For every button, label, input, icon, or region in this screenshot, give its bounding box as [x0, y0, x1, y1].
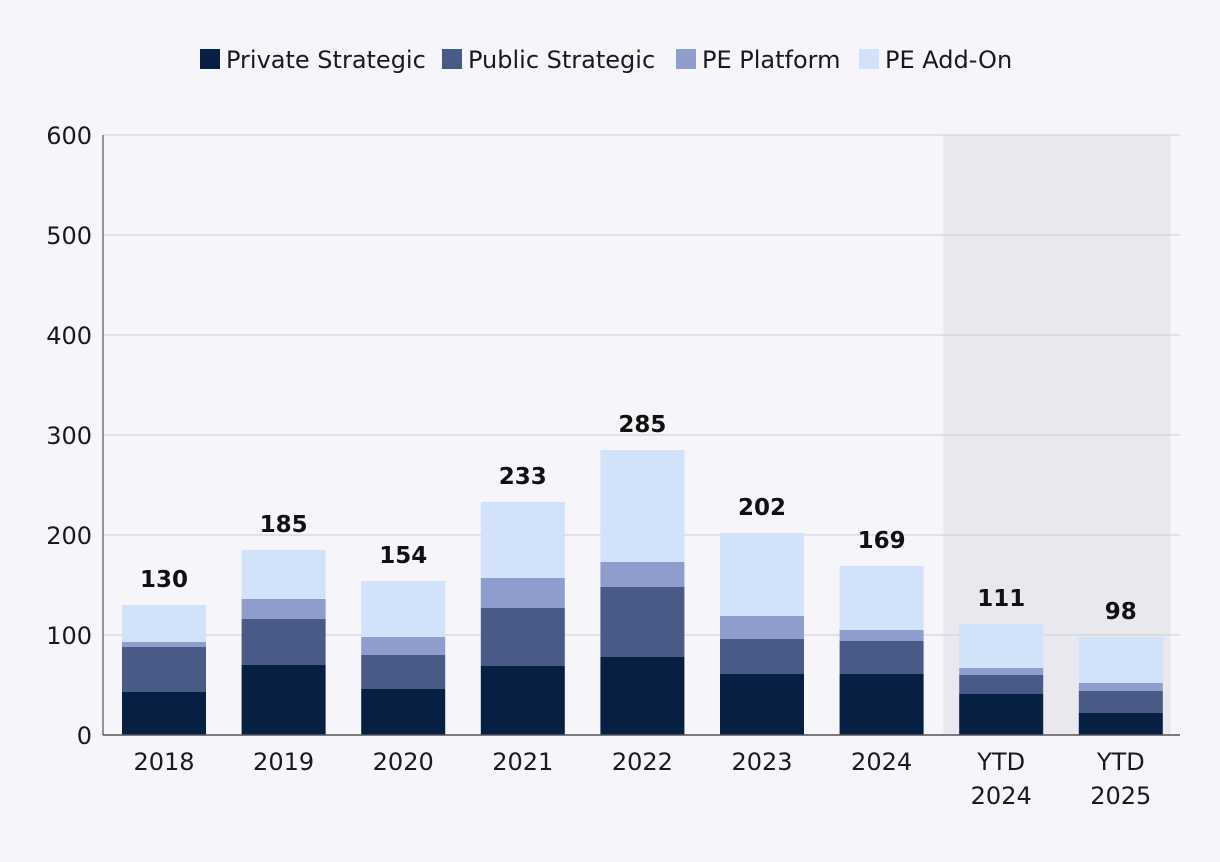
total-label-2021: 233	[499, 464, 547, 490]
bar-stack-ytd-2025	[1078, 637, 1163, 735]
y-tick-label-100: 100	[46, 622, 92, 650]
y-tick-label-600: 600	[46, 122, 92, 150]
bar-private-strategic-2020	[361, 689, 446, 735]
legend-swatch-private-strategic	[200, 49, 220, 69]
bar-public-strategic-2023	[720, 639, 804, 674]
x-tick-label-2019: 2019	[253, 748, 314, 776]
bar-pe-platform-ytd-2025	[1078, 683, 1163, 691]
legend-item-private-strategic: Private Strategic	[200, 46, 426, 74]
total-label-ytd-2025: 98	[1105, 599, 1137, 625]
bar-private-strategic-2019	[241, 665, 326, 735]
legend-label-public-strategic: Public Strategic	[468, 46, 655, 74]
y-axis: 0 100 200 300 400 500 600	[46, 122, 104, 750]
bars	[122, 450, 1163, 735]
bar-stack-2023	[720, 533, 804, 735]
x-tick-label-2020: 2020	[373, 748, 434, 776]
bar-pe-add-on-ytd-2025	[1078, 637, 1163, 683]
x-tick-label-2021: 2021	[492, 748, 553, 776]
total-label-2020: 154	[379, 543, 427, 569]
y-tick-label-0: 0	[77, 722, 92, 750]
total-label-2018: 130	[140, 567, 188, 593]
bar-private-strategic-2024	[839, 674, 924, 735]
bar-public-strategic-2018	[122, 647, 206, 692]
legend-label-pe-platform: PE Platform	[702, 46, 840, 74]
bar-public-strategic-2021	[480, 608, 565, 666]
bar-pe-platform-2022	[600, 562, 685, 587]
legend-label-private-strategic: Private Strategic	[226, 46, 426, 74]
bar-pe-platform-2018	[122, 642, 206, 647]
y-tick-label-200: 200	[46, 522, 92, 550]
bar-private-strategic-2022	[600, 657, 685, 735]
bar-stack-2024	[839, 566, 924, 735]
legend-swatch-public-strategic	[442, 49, 462, 69]
legend-item-public-strategic: Public Strategic	[442, 46, 655, 74]
bar-public-strategic-ytd-2024	[959, 675, 1044, 694]
bar-pe-platform-2021	[480, 578, 565, 608]
x-tick-label-ytd-2024: YTD 2024	[971, 748, 1032, 810]
legend-label-pe-add-on: PE Add-On	[885, 46, 1012, 74]
bar-pe-platform-ytd-2024	[959, 668, 1044, 675]
legend-swatch-pe-platform	[676, 49, 696, 69]
bar-stack-2021	[480, 502, 565, 735]
bar-private-strategic-ytd-2024	[959, 694, 1044, 735]
x-axis: 2018 2019 2020 2021 2022 2023 2024 YTD 2024 YTD 20…	[103, 734, 1180, 810]
bar-private-strategic-2018	[122, 692, 206, 735]
bar-pe-platform-2023	[720, 616, 804, 639]
x-tick-label-ytd-2025: YTD 2025	[1090, 748, 1151, 810]
bar-pe-add-on-2024	[839, 566, 924, 630]
legend-swatch-pe-add-on	[859, 49, 879, 69]
y-tick-label-500: 500	[46, 222, 92, 250]
total-label-2024: 169	[858, 528, 906, 554]
bar-pe-add-on-2019	[241, 550, 326, 599]
bar-pe-add-on-2018	[122, 605, 206, 642]
total-label-ytd-2024: 111	[977, 586, 1025, 612]
bar-private-strategic-ytd-2025	[1078, 713, 1163, 735]
bar-public-strategic-ytd-2025	[1078, 691, 1163, 713]
x-tick-label-2018: 2018	[133, 748, 194, 776]
bar-pe-add-on-2020	[361, 581, 446, 637]
bar-private-strategic-2021	[480, 666, 565, 735]
legend-item-pe-platform: PE Platform	[676, 46, 840, 74]
legend: Private Strategic Public Strategic PE Plat…	[200, 46, 1012, 74]
y-tick-label-300: 300	[46, 422, 92, 450]
y-tick-label-400: 400	[46, 322, 92, 350]
bar-public-strategic-2024	[839, 641, 924, 674]
bar-public-strategic-2020	[361, 655, 446, 689]
total-label-2023: 202	[738, 495, 786, 521]
total-label-2022: 285	[618, 412, 666, 438]
bar-private-strategic-2023	[720, 674, 804, 735]
bar-pe-add-on-2023	[720, 533, 804, 616]
bar-pe-platform-2020	[361, 637, 446, 655]
x-tick-label-2024: 2024	[851, 748, 912, 776]
bar-pe-add-on-2022	[600, 450, 685, 562]
total-labels: 130 185 154 233 285 202 169 111 98	[140, 412, 1137, 625]
bar-pe-platform-2024	[839, 630, 924, 641]
legend-item-pe-add-on: PE Add-On	[859, 46, 1012, 74]
bar-public-strategic-2022	[600, 587, 685, 657]
total-label-2019: 185	[260, 512, 308, 538]
bar-stack-ytd-2024	[959, 624, 1044, 735]
bar-public-strategic-2019	[241, 619, 326, 665]
x-tick-label-2022: 2022	[612, 748, 673, 776]
bar-stack-2018	[122, 605, 206, 735]
bar-pe-add-on-2021	[480, 502, 565, 578]
bar-stack-2020	[361, 581, 446, 735]
bar-pe-add-on-ytd-2024	[959, 624, 1044, 668]
bar-pe-platform-2019	[241, 599, 326, 619]
bar-stack-2022	[600, 450, 685, 735]
x-tick-label-2023: 2023	[731, 748, 792, 776]
bar-stack-2019	[241, 550, 326, 735]
